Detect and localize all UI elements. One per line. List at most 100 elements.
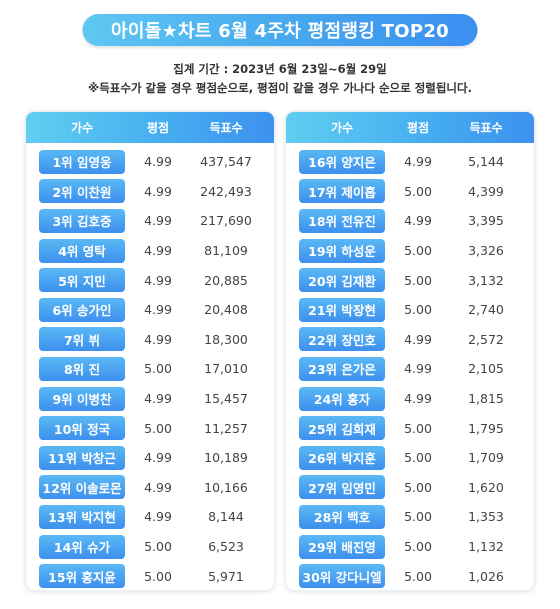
name-cell: 6위 송가인	[26, 297, 138, 322]
name-cell: 21위 박장현	[286, 297, 398, 322]
score-cell: 4.99	[144, 213, 172, 229]
rank-name-badge: 1위 임영웅	[39, 149, 125, 174]
score-cell: 4.99	[404, 213, 432, 229]
name-cell: 2위 이찬원	[26, 179, 138, 204]
table-row: 23위 은가은 4.99 2,105	[286, 354, 534, 384]
rank-name-badge: 16위 양지은	[299, 149, 385, 174]
table-header: 가수 평점 득표수	[286, 112, 534, 143]
table-row: 26위 박지훈 5.00 1,709	[286, 443, 534, 473]
name-cell: 23위 은가은	[286, 356, 398, 381]
score-cell: 5.00	[404, 272, 432, 288]
score-cell: 5.00	[144, 568, 172, 584]
rank-name-badge: 22위 장민호	[299, 327, 385, 352]
table-row: 3위 김호중 4.99 217,690	[26, 206, 274, 236]
table-row: 12위 이솔로몬 4.99 10,166	[26, 473, 274, 503]
votes-cell: 3,395	[468, 213, 504, 229]
name-cell: 29위 배진영	[286, 534, 398, 559]
rank-name-badge: 29위 배진영	[299, 534, 385, 559]
name-cell: 25위 김희재	[286, 416, 398, 441]
table-body: 1위 임영웅 4.99 437,547 2위 이찬원 4.99 242,493 3위 김호중…	[26, 143, 274, 590]
score-cell: 5.00	[404, 509, 432, 525]
name-cell: 16위 양지은	[286, 149, 398, 174]
table-row: 27위 임영민 5.00 1,620	[286, 473, 534, 503]
rank-name-badge: 6위 송가인	[39, 297, 125, 322]
table-body: 16위 양지은 4.99 5,144 17위 제이홉 5.00 4,399 18위 전유진 4…	[286, 143, 534, 590]
rank-name-badge: 18위 전유진	[299, 208, 385, 233]
table-row: 1위 임영웅 4.99 437,547	[26, 147, 274, 177]
rank-name-badge: 17위 제이홉	[299, 179, 385, 204]
votes-cell: 2,572	[468, 331, 504, 347]
votes-cell: 1,620	[468, 479, 504, 495]
votes-cell: 5,971	[208, 568, 244, 584]
ranking-table-right: 가수 평점 득표수 16위 양지은 4.99 5,144 17위 제이홉 5.00 4,3…	[286, 112, 534, 590]
votes-cell: 3,132	[468, 272, 504, 288]
score-cell: 5.00	[404, 243, 432, 259]
score-cell: 4.99	[144, 272, 172, 288]
score-cell: 4.99	[404, 154, 432, 170]
votes-cell: 10,166	[204, 479, 248, 495]
score-cell: 4.99	[404, 361, 432, 377]
rank-name-badge: 15위 홍지윤	[39, 564, 125, 589]
score-cell: 5.00	[144, 539, 172, 555]
score-cell: 5.00	[144, 361, 172, 377]
votes-cell: 3,326	[468, 243, 504, 259]
rank-name-badge: 11위 박창근	[39, 445, 125, 470]
name-cell: 7위 뷔	[26, 327, 138, 352]
table-row: 16위 양지은 4.99 5,144	[286, 147, 534, 177]
score-cell: 4.99	[144, 391, 172, 407]
name-cell: 15위 홍지윤	[26, 564, 138, 589]
score-cell: 4.99	[404, 331, 432, 347]
score-cell: 4.99	[144, 509, 172, 525]
header-score: 평점	[146, 121, 170, 135]
header-score: 평점	[406, 121, 430, 135]
score-cell: 4.99	[144, 183, 172, 199]
votes-cell: 1,815	[468, 391, 504, 407]
rank-name-badge: 30위 강다니엘	[299, 564, 385, 589]
votes-cell: 81,109	[204, 243, 248, 259]
votes-cell: 242,493	[200, 183, 252, 199]
name-cell: 5위 지민	[26, 268, 138, 293]
table-row: 5위 지민 4.99 20,885	[26, 265, 274, 295]
score-cell: 5.00	[404, 539, 432, 555]
votes-cell: 18,300	[204, 331, 248, 347]
rank-name-badge: 4위 영탁	[39, 238, 125, 263]
table-row: 7위 뷔 4.99 18,300	[26, 325, 274, 355]
table-row: 18위 전유진 4.99 3,395	[286, 206, 534, 236]
votes-cell: 1,132	[468, 539, 504, 555]
table-row: 28위 백호 5.00 1,353	[286, 502, 534, 532]
name-cell: 24위 홍자	[286, 386, 398, 411]
votes-cell: 437,547	[200, 154, 252, 170]
score-cell: 4.99	[144, 450, 172, 466]
name-cell: 20위 김재환	[286, 268, 398, 293]
rank-name-badge: 5위 지민	[39, 268, 125, 293]
votes-cell: 217,690	[200, 213, 252, 229]
header-votes: 득표수	[209, 121, 243, 135]
name-cell: 22위 장민호	[286, 327, 398, 352]
table-header: 가수 평점 득표수	[26, 112, 274, 143]
table-row: 13위 박지현 4.99 8,144	[26, 502, 274, 532]
table-row: 19위 하성운 5.00 3,326	[286, 236, 534, 266]
name-cell: 4위 영탁	[26, 238, 138, 263]
rank-name-badge: 10위 정국	[39, 416, 125, 441]
rank-name-badge: 27위 임영민	[299, 475, 385, 500]
rank-name-badge: 21위 박장현	[299, 297, 385, 322]
name-cell: 26위 박지훈	[286, 445, 398, 470]
name-cell: 3위 김호중	[26, 208, 138, 233]
ranking-table-left: 가수 평점 득표수 1위 임영웅 4.99 437,547 2위 이찬원 4.99 242…	[26, 112, 274, 590]
score-cell: 4.99	[144, 331, 172, 347]
votes-cell: 11,257	[204, 420, 248, 436]
table-row: 2위 이찬원 4.99 242,493	[26, 177, 274, 207]
rank-name-badge: 7위 뷔	[39, 327, 125, 352]
table-row: 11위 박창근 4.99 10,189	[26, 443, 274, 473]
name-cell: 27위 임영민	[286, 475, 398, 500]
name-cell: 13위 박지현	[26, 504, 138, 529]
rank-name-badge: 2위 이찬원	[39, 179, 125, 204]
header-votes: 득표수	[469, 121, 503, 135]
votes-cell: 6,523	[208, 539, 244, 555]
table-row: 9위 이병찬 4.99 15,457	[26, 384, 274, 414]
score-cell: 5.00	[404, 450, 432, 466]
rank-name-badge: 13위 박지현	[39, 504, 125, 529]
votes-cell: 1,026	[468, 568, 504, 584]
rank-name-badge: 9위 이병찬	[39, 386, 125, 411]
rank-name-badge: 12위 이솔로몬	[39, 475, 125, 500]
